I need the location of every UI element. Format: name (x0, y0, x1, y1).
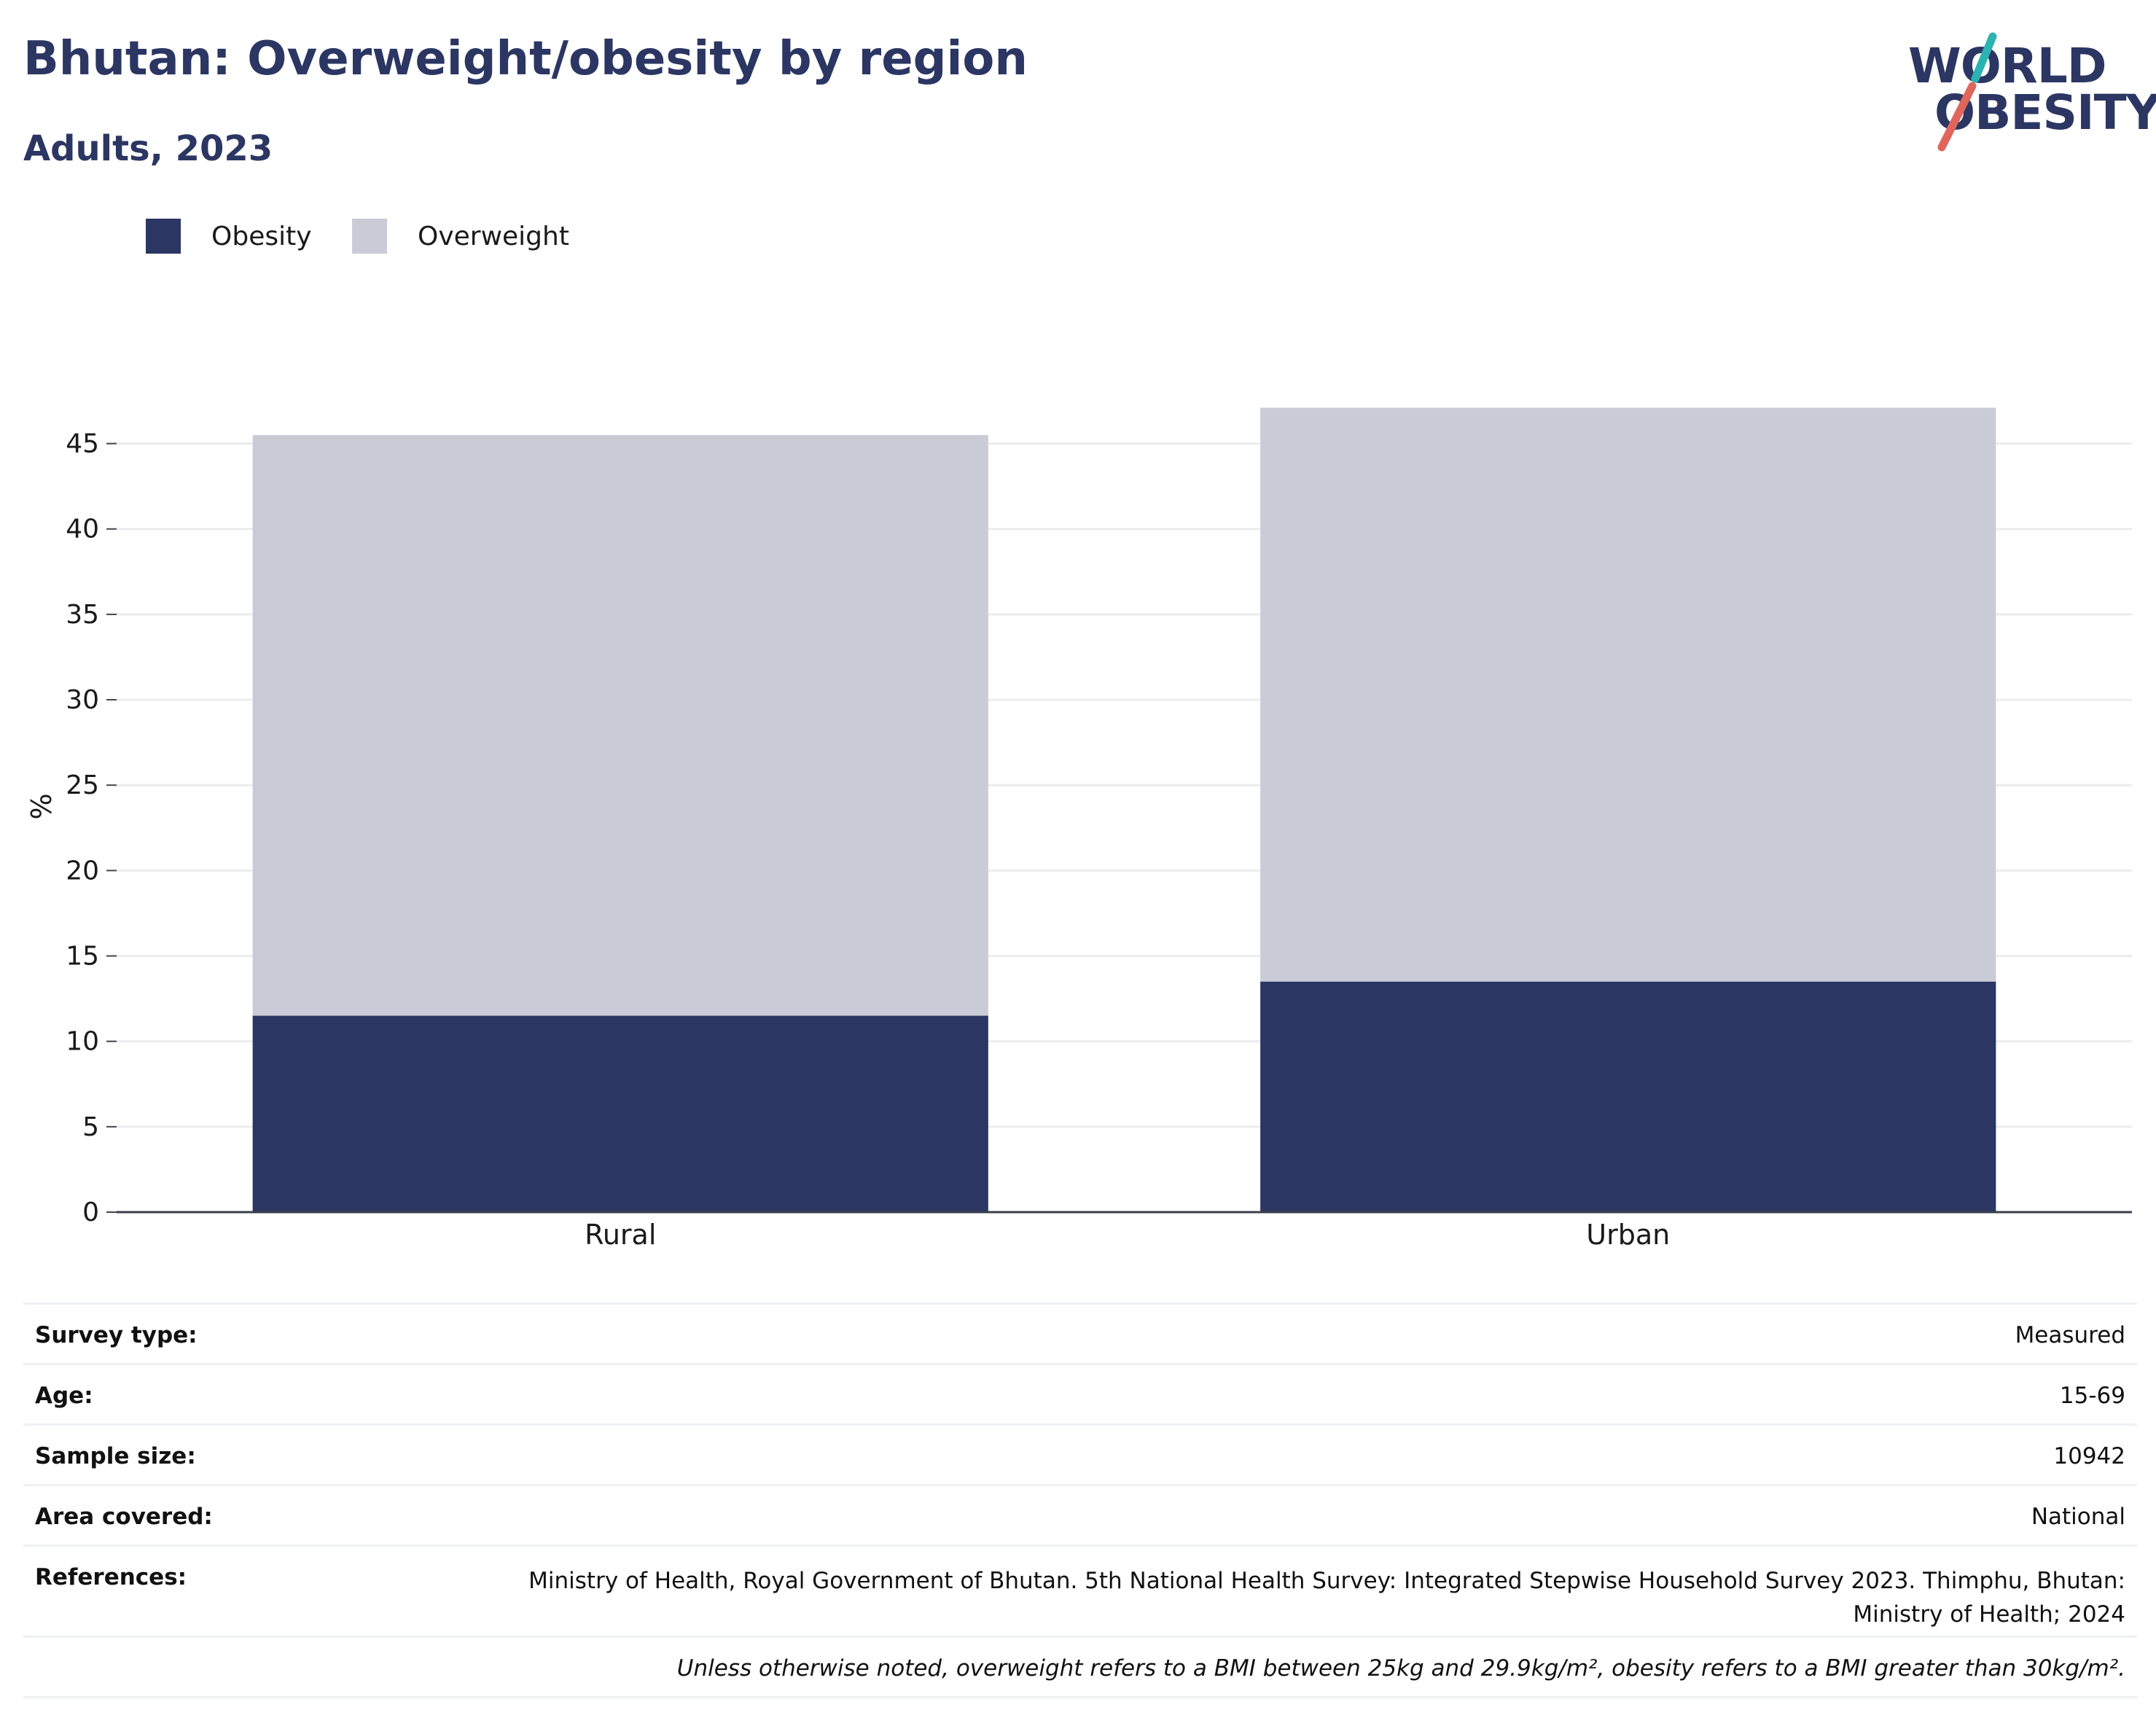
bmi-definition-note: Unless otherwise noted, overweight refer… (676, 1655, 2125, 1682)
meta-label: Survey type: (35, 1322, 198, 1348)
bar-overweight-rural (252, 434, 988, 1016)
legend-swatch-overweight (352, 219, 387, 254)
y-tick-label: 35 (66, 600, 99, 630)
y-tick-label: 0 (82, 1198, 99, 1227)
meta-value: Ministry of Health, Royal Government of … (528, 1568, 2125, 1628)
meta-value: 15-69 (2059, 1383, 2125, 1409)
chart-title: Bhutan: Overweight/obesity by region (23, 32, 1028, 86)
survey-metadata-table: Survey type: Measured Age: 15-69 Sample … (23, 1303, 2137, 1698)
bar-obesity-rural (252, 1015, 988, 1212)
meta-row-age: Age: 15-69 (23, 1363, 2137, 1423)
meta-row-survey-type: Survey type: Measured (23, 1303, 2137, 1363)
bar-obesity-urban (1260, 981, 1996, 1212)
y-tick-label: 5 (82, 1112, 99, 1142)
meta-label: Sample size: (35, 1443, 196, 1469)
legend-label-overweight: Overweight (418, 222, 569, 251)
y-tick-label: 20 (66, 856, 99, 886)
y-tick-label: 15 (66, 942, 99, 972)
legend-label-obesity: Obesity (211, 222, 312, 251)
meta-label: Area covered: (35, 1504, 213, 1530)
y-axis-label: % (26, 793, 58, 819)
meta-label: Age: (35, 1383, 93, 1409)
meta-label: References: (35, 1564, 187, 1590)
y-tick-label: 40 (66, 515, 99, 544)
x-tick-label: Rural (585, 1219, 656, 1251)
meta-value: 10942 (2053, 1443, 2125, 1469)
bar-overweight-urban (1260, 407, 1996, 982)
meta-row-references: References: Ministry of Health, Royal Go… (23, 1544, 2137, 1636)
meta-value: Measured (2015, 1322, 2125, 1348)
y-tick-label: 25 (66, 770, 99, 800)
y-tick-label: 30 (66, 685, 99, 715)
chart-subtitle: Adults, 2023 (23, 128, 273, 169)
x-tick-label: Urban (1586, 1219, 1670, 1251)
world-obesity-logo: WORLD OBESITY (1902, 22, 2156, 153)
logo-text-world: WORLD (1908, 38, 2107, 94)
meta-row-sample-size: Sample size: 10942 (23, 1423, 2137, 1484)
y-tick-label: 10 (66, 1027, 99, 1057)
meta-row-area-covered: Area covered: National (23, 1484, 2137, 1544)
stacked-bar-chart: 0 5 10 15 20 25 30 35 40 45% Rural Urban (26, 407, 2132, 1251)
meta-value: National (2031, 1504, 2125, 1530)
logo-slash-icon (1937, 32, 1997, 152)
meta-row-bmi-note: Unless otherwise noted, overweight refer… (23, 1636, 2137, 1698)
y-tick-label: 45 (66, 429, 99, 459)
legend-swatch-obesity (146, 219, 181, 254)
